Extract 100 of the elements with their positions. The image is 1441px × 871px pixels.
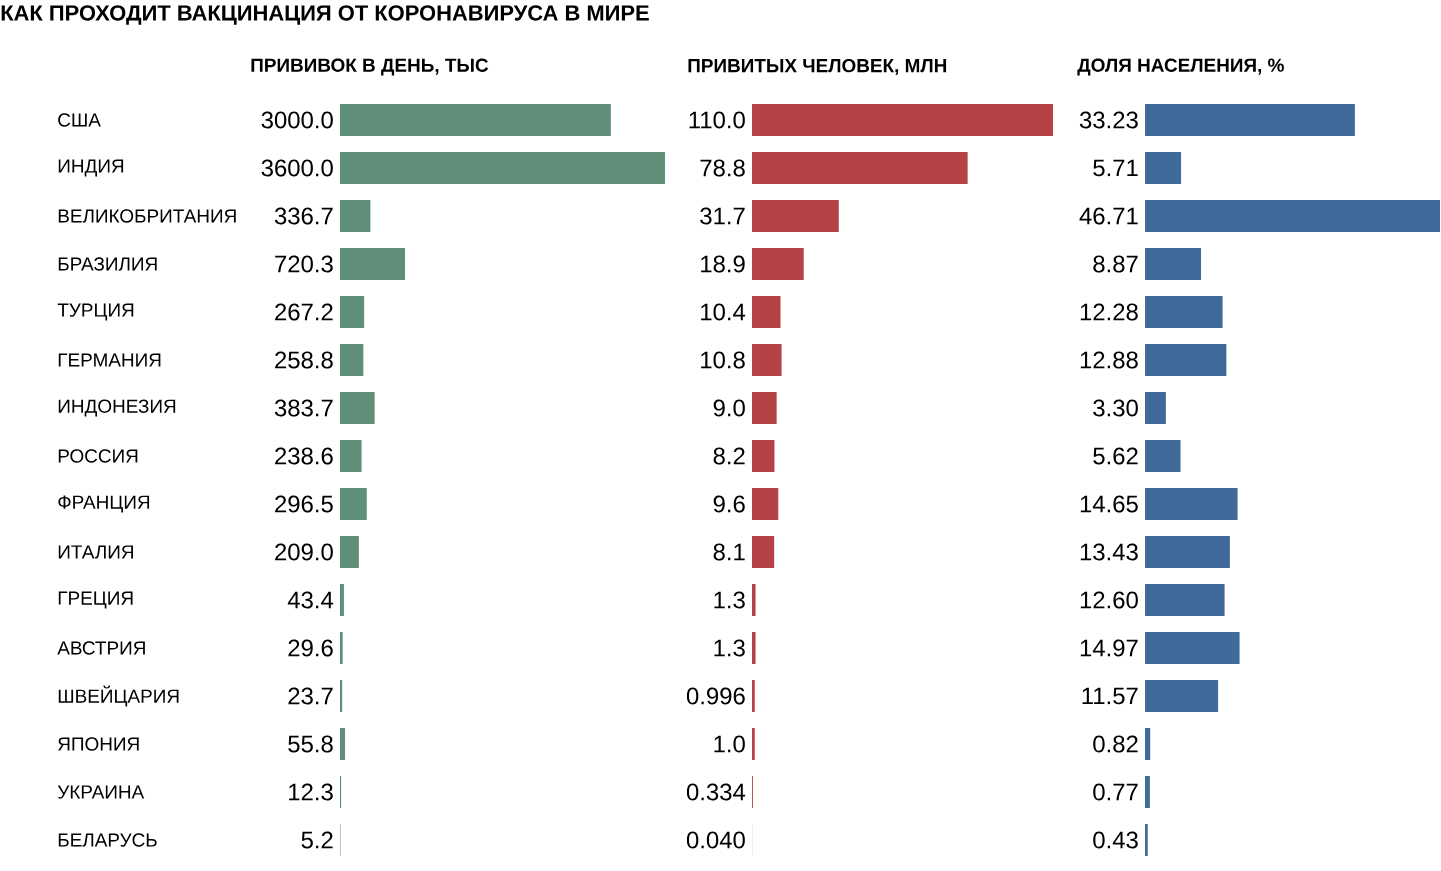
bar: [752, 248, 804, 280]
bar: [1145, 728, 1151, 761]
bar: [1145, 248, 1202, 280]
y-tick-label: ИНДОНЕЗИЯ: [58, 399, 176, 417]
data-label: 0.040: [686, 831, 745, 849]
bar: [752, 296, 781, 328]
bar: [752, 440, 775, 472]
data-label: 1.3: [714, 639, 745, 657]
y-tick-label: ВЕЛИКОБРИТАНИЯ: [58, 209, 236, 223]
bar: [752, 151, 968, 184]
data-label: 55.8: [288, 735, 333, 753]
bar: [1145, 632, 1240, 664]
bar: [340, 440, 362, 472]
data-label: 209.0: [275, 543, 333, 561]
data-label: 11.57: [1082, 687, 1138, 705]
bar: [1145, 392, 1166, 424]
data-label: 0.77: [1093, 783, 1138, 801]
data-label: 3.30: [1093, 399, 1138, 417]
data-label: 33.23: [1079, 111, 1138, 129]
bar: [1145, 199, 1441, 232]
bar: [1145, 103, 1355, 136]
bar: [1145, 344, 1227, 376]
data-label: 110.0: [689, 111, 745, 129]
chart-subtitle: ПРИВИВОК В ДЕНЬ, ТЫС: [251, 58, 489, 76]
bar: [752, 536, 775, 568]
y-tick-label: ГРЕЦИЯ: [58, 591, 133, 609]
bar: [340, 344, 364, 376]
bar: [752, 199, 839, 232]
data-label: 10.4: [701, 303, 746, 321]
y-tick-label: ИНДИЯ: [58, 159, 124, 177]
data-label: 5.62: [1093, 447, 1138, 465]
bar: [340, 248, 406, 280]
data-label: 0.43: [1093, 831, 1138, 849]
data-label: 0.82: [1093, 735, 1138, 753]
y-tick-label: ИТАЛИЯ: [58, 545, 133, 559]
bar: [340, 151, 666, 184]
bar: [752, 728, 755, 761]
data-label: 3600.0: [261, 159, 333, 177]
bar: [1145, 776, 1150, 809]
y-tick-label: УКРАИНА: [57, 785, 145, 799]
bar: [340, 199, 371, 232]
data-label: 9.0: [713, 399, 745, 417]
bar: [1145, 680, 1219, 713]
bar: [1145, 488, 1238, 520]
y-tick-label: АВСТРИЯ: [57, 641, 145, 655]
bar: [1145, 440, 1181, 472]
data-label: 43.4: [287, 591, 334, 609]
data-label: 1.0: [714, 735, 745, 753]
bar: [1145, 151, 1182, 184]
chart-title: КАК ПРОХОДИТ ВАКЦИНАЦИЯ ОТ КОРОНАВИРУСА В МИРЕ: [1, 5, 649, 25]
bar: [340, 632, 343, 664]
bar: [752, 103, 1054, 136]
data-label: 8.1: [713, 543, 745, 561]
bar: [340, 103, 611, 136]
chart-title: ПРИВИТЫХ ЧЕЛОВЕК, МЛН: [688, 58, 947, 76]
data-label: 238.6: [275, 447, 333, 465]
bar: [340, 392, 375, 424]
data-label: 10.8: [701, 351, 745, 369]
bar: [752, 344, 782, 376]
y-tick-label: США: [58, 113, 101, 127]
y-tick-label: ШВЕЙЦАРИЯ: [58, 685, 179, 707]
bar: [752, 584, 756, 616]
bar: [1145, 584, 1225, 616]
bar: [1145, 824, 1148, 857]
bar: [340, 488, 367, 520]
data-label: 78.8: [700, 159, 745, 177]
y-tick-label: ГЕРМАНИЯ: [58, 353, 161, 367]
data-label: 720.3: [275, 255, 333, 273]
y-tick-label: ФРАНЦИЯ: [58, 495, 150, 513]
y-tick-label: РОССИЯ: [58, 449, 138, 463]
data-label: 12.88: [1080, 351, 1138, 369]
y-tick-label: ЯПОНИЯ: [58, 737, 139, 751]
data-label: 296.5: [275, 495, 333, 513]
data-label: 18.9: [701, 255, 745, 273]
data-label: 23.7: [288, 687, 333, 705]
data-label: 8.87: [1093, 255, 1138, 273]
data-label: 336.7: [274, 207, 333, 225]
data-label: 8.2: [713, 447, 745, 465]
data-label: 14.65: [1080, 495, 1138, 513]
data-label: 0.996: [686, 687, 745, 705]
data-label: 14.97: [1080, 639, 1138, 657]
y-tick-label: БЕЛАРУСЬ: [58, 833, 157, 847]
data-label: 258.8: [275, 351, 333, 369]
bar: [752, 392, 777, 424]
data-label: 12.60: [1080, 591, 1138, 609]
bar: [340, 536, 359, 568]
data-label: 383.7: [274, 399, 333, 417]
data-label: 31.7: [700, 207, 745, 225]
data-label: 9.6: [713, 495, 745, 513]
bar: [752, 680, 755, 713]
y-tick-label: БРАЗИЛИЯ: [58, 257, 157, 271]
data-label: 29.6: [288, 639, 333, 657]
bar: [340, 680, 343, 713]
data-label: 5.71: [1093, 159, 1138, 177]
data-label: 13.43: [1080, 543, 1138, 561]
data-label: 46.71: [1079, 207, 1138, 225]
data-label: 1.3: [714, 591, 745, 609]
bar: [340, 296, 365, 328]
data-label: 12.3: [289, 783, 333, 801]
chart-title: ДОЛЯ НАСЕЛЕНИЯ, %: [1077, 58, 1284, 76]
